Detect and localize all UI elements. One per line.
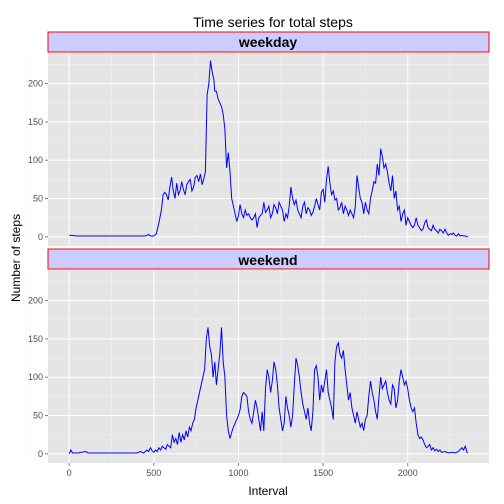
y-tick-label: 50 (33, 194, 43, 204)
x-tick-label: 0 (67, 468, 72, 478)
y-tick-label: 200 (28, 296, 43, 306)
facet-panel-weekend: weekend (26, 248, 490, 463)
strip-weekday (47, 31, 490, 53)
x-axis: 0 500 1000 1500 2000 (67, 463, 418, 478)
y-tick-label: 150 (28, 117, 43, 127)
y-tick-label: 0 (38, 232, 43, 242)
y-axis-weekend: 0 50 100 150 200 (28, 296, 48, 459)
panel-background-weekend (48, 270, 489, 463)
series-line-weekend (68, 327, 469, 455)
y-tick-label: 100 (28, 372, 43, 382)
y-tick-label: 50 (33, 411, 43, 421)
x-tick-label: 500 (146, 468, 161, 478)
series-line-weekday (69, 60, 468, 238)
y-axis-weekday: 0 50 100 150 200 (28, 79, 48, 242)
facet-panel-weekday: weekday (26, 31, 490, 246)
gridlines-weekday (26, 53, 489, 246)
y-tick-label: 0 (38, 449, 43, 459)
strip-label-weekday: weekday (238, 34, 298, 50)
x-tick-label: 1000 (228, 468, 248, 478)
y-tick-label: 150 (28, 334, 43, 344)
strip-weekend (47, 248, 490, 270)
x-tick-label: 2000 (398, 468, 418, 478)
panel-background-weekday (48, 53, 489, 246)
y-axis-title: Number of steps (9, 214, 23, 302)
chart-title: Time series for total steps (193, 14, 353, 30)
y-tick-label: 200 (28, 79, 43, 89)
x-axis-title: Interval (248, 484, 287, 498)
strip-label-weekend: weekend (237, 252, 297, 268)
x-tick-label: 1500 (313, 468, 333, 478)
y-tick-label: 100 (28, 155, 43, 165)
